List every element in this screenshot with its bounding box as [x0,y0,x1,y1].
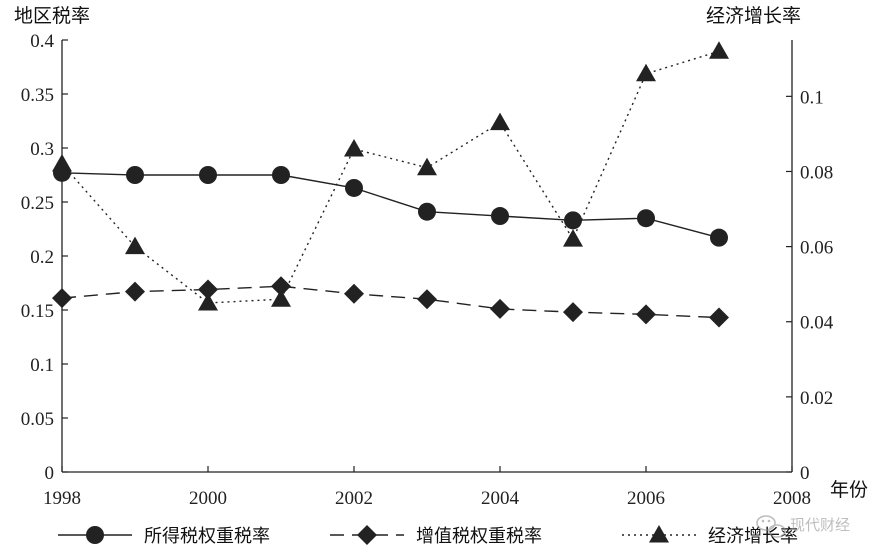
legend-marker-diamond [357,525,377,545]
data-point-triangle [271,289,291,307]
data-point-triangle [417,157,437,176]
data-point-diamond [709,307,729,328]
data-point-triangle [636,63,656,82]
data-point-circle [491,207,509,226]
right-tick-label: 0.08 [800,162,833,183]
left-tick-label: 0.2 [30,247,54,268]
data-point-circle [126,166,144,184]
axes: 0 0.05 0.1 0.15 0.2 0.25 0.3 0.35 0.4 0 0.02 0.04 0.… [21,31,834,509]
legend-marker-triangle [649,525,669,543]
data-point-diamond [198,279,218,300]
left-axis-title: 地区税率 [14,5,90,27]
watermark-text: 现代财经 [790,516,850,534]
right-axis-title: 经济增长率 [706,5,801,27]
x-tick-label: 2002 [335,488,373,509]
left-tick-label: 0.35 [21,85,54,106]
x-axis-title: 年份 [830,479,868,501]
right-tick-label: 0.02 [800,388,833,409]
data-point-diamond [344,283,364,304]
data-point-diamond [636,304,656,325]
x-tick-label: 2006 [627,488,665,509]
right-tick-label: 0.04 [800,313,834,334]
left-tick-label: 0 [45,463,55,484]
x-tick-label: 2004 [481,488,520,509]
series-line-0 [61,172,720,239]
data-point-diamond [271,276,291,297]
data-point-triangle [709,41,729,59]
legend-label: 经济增长率 [708,526,798,547]
data-point-triangle [490,112,510,131]
legend-label: 所得税权重税率 [144,526,270,547]
data-point-circle [418,202,436,221]
left-tick-label: 0.1 [30,355,54,376]
data-point-diamond [563,302,583,323]
series-lines [61,50,720,319]
legend: 所得税权重税率 增值税权重税率 经济增长率 [58,525,798,547]
data-point-circle [564,211,582,230]
data-point-diamond [52,288,72,309]
watermark: 现代财经 [756,515,850,538]
data-point-diamond [417,289,437,310]
data-point-circle [637,209,655,228]
data-point-triangle [198,292,218,311]
data-point-triangle [125,236,145,255]
x-tick-label: 2000 [189,488,227,509]
right-tick-label: 0.06 [800,238,833,259]
left-tick-label: 0.4 [30,31,54,52]
series-line-2 [61,50,720,304]
left-tick-label: 0.05 [21,409,54,430]
series-markers [52,41,729,328]
x-tick-label: 2008 [773,488,811,509]
right-tick-label: 0.1 [800,87,824,108]
data-point-circle [345,178,363,197]
legend-marker-circle [86,526,104,544]
wechat-icon [756,515,786,538]
data-point-diamond [490,298,510,319]
data-point-circle [272,166,290,184]
data-point-triangle [563,229,583,247]
left-tick-label: 0.3 [30,139,54,160]
series-line-1 [61,285,720,319]
data-point-circle [710,228,728,247]
legend-label: 增值税权重税率 [416,526,542,547]
data-point-triangle [344,138,364,157]
left-tick-label: 0.25 [21,193,54,214]
right-tick-label: 0 [800,463,810,484]
data-point-triangle [52,153,72,172]
data-point-circle [199,166,217,184]
left-tick-label: 0.15 [21,301,54,322]
data-point-diamond [125,281,145,302]
x-tick-label: 1998 [43,488,81,509]
